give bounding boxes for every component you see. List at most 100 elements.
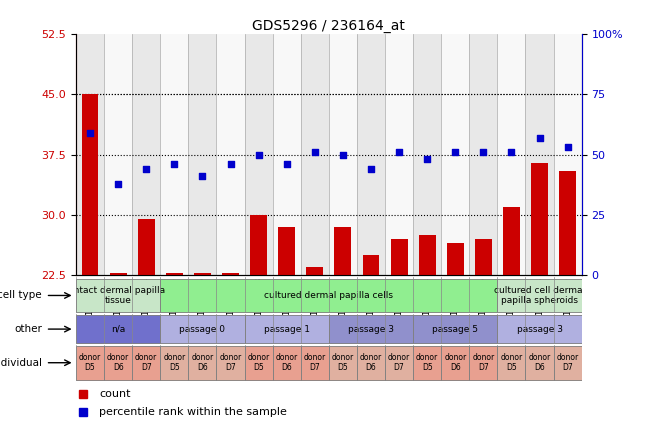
Text: donor
D6: donor D6 (107, 353, 130, 372)
Bar (531, 163, 548, 275)
Text: passage 3: passage 3 (348, 324, 394, 334)
Bar (245, 315, 329, 343)
Bar (554, 346, 582, 379)
Bar (497, 315, 582, 343)
Bar (497, 346, 525, 379)
Text: donor
D7: donor D7 (472, 353, 494, 372)
Bar (475, 239, 492, 275)
Bar (138, 219, 155, 275)
Bar (245, 34, 272, 275)
Text: donor
D6: donor D6 (528, 353, 551, 372)
Point (534, 135, 545, 141)
Text: cultured cell dermal
papilla spheroids: cultured cell dermal papilla spheroids (494, 286, 585, 305)
Text: donor
D6: donor D6 (360, 353, 382, 372)
Point (141, 166, 151, 173)
Bar (497, 34, 525, 275)
Bar (273, 34, 301, 275)
Text: donor
D7: donor D7 (388, 353, 410, 372)
Bar (160, 34, 188, 275)
Bar (76, 346, 104, 379)
Bar (413, 346, 442, 379)
Text: cell type: cell type (0, 291, 42, 300)
Bar (250, 215, 267, 275)
Text: donor
D5: donor D5 (79, 353, 101, 372)
Text: passage 1: passage 1 (264, 324, 310, 334)
Point (225, 161, 236, 168)
Point (85, 129, 95, 136)
Point (169, 161, 180, 168)
Title: GDS5296 / 236164_at: GDS5296 / 236164_at (253, 19, 405, 33)
Bar (362, 255, 379, 275)
Text: donor
D5: donor D5 (332, 353, 354, 372)
Text: donor
D5: donor D5 (416, 353, 438, 372)
Text: n/a: n/a (111, 324, 126, 334)
Bar (385, 34, 413, 275)
Point (478, 149, 488, 156)
Text: donor
D7: donor D7 (557, 353, 579, 372)
Text: donor
D6: donor D6 (444, 353, 467, 372)
Bar (357, 34, 385, 275)
Text: donor
D7: donor D7 (135, 353, 157, 372)
Bar (525, 346, 554, 379)
Bar (188, 34, 217, 275)
Text: donor
D6: donor D6 (191, 353, 214, 372)
Text: percentile rank within the sample: percentile rank within the sample (99, 407, 287, 417)
Bar (76, 315, 160, 343)
Text: intact dermal papilla
tissue: intact dermal papilla tissue (71, 286, 165, 305)
Text: donor
D7: donor D7 (303, 353, 326, 372)
Point (506, 149, 517, 156)
Bar (447, 243, 463, 275)
Bar (306, 267, 323, 275)
Text: cultured dermal papilla cells: cultured dermal papilla cells (264, 291, 393, 300)
Point (563, 144, 573, 151)
Bar (419, 235, 436, 275)
Bar (82, 94, 98, 275)
Bar (554, 34, 582, 275)
Point (253, 151, 264, 158)
Bar (104, 34, 132, 275)
Text: donor
D7: donor D7 (219, 353, 242, 372)
Bar (104, 346, 132, 379)
Bar (329, 34, 357, 275)
Bar (110, 273, 127, 275)
Text: passage 0: passage 0 (179, 324, 225, 334)
Bar (166, 273, 182, 275)
Bar (132, 34, 160, 275)
Bar (222, 273, 239, 275)
Bar (357, 346, 385, 379)
Bar (503, 207, 520, 275)
Point (197, 173, 208, 180)
Bar (442, 34, 469, 275)
Text: individual: individual (0, 358, 42, 368)
Bar (413, 315, 497, 343)
Bar (301, 346, 329, 379)
Bar (160, 279, 497, 312)
Bar (329, 315, 413, 343)
Point (338, 151, 348, 158)
Bar (469, 34, 497, 275)
Point (113, 180, 124, 187)
Bar (497, 279, 582, 312)
Bar (559, 171, 576, 275)
Bar (413, 34, 442, 275)
Bar (76, 34, 104, 275)
Text: donor
D5: donor D5 (500, 353, 523, 372)
Bar (217, 34, 245, 275)
Bar (194, 273, 211, 275)
Text: donor
D5: donor D5 (163, 353, 186, 372)
Bar (245, 346, 272, 379)
Bar (385, 346, 413, 379)
Point (422, 156, 432, 163)
Bar (160, 346, 188, 379)
Text: donor
D5: donor D5 (247, 353, 270, 372)
Point (450, 149, 461, 156)
Point (282, 161, 292, 168)
Bar (217, 346, 245, 379)
Text: other: other (14, 324, 42, 334)
Bar (329, 346, 357, 379)
Point (394, 149, 405, 156)
Bar (442, 346, 469, 379)
Text: count: count (99, 389, 131, 398)
Text: passage 5: passage 5 (432, 324, 479, 334)
Bar (334, 227, 352, 275)
